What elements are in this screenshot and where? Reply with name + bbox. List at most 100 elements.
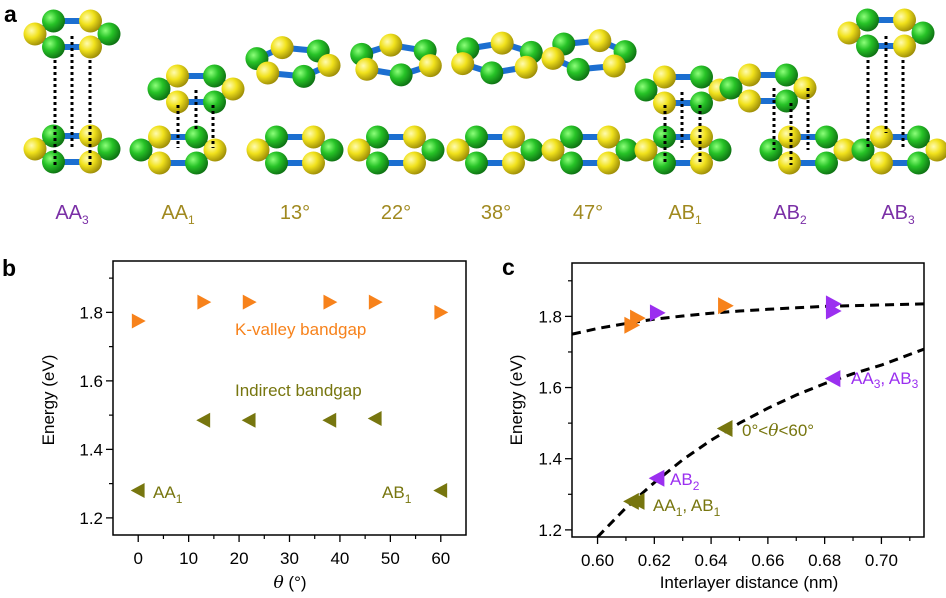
triangle-left-marker (628, 492, 645, 510)
sulfur-atom-green (690, 65, 713, 89)
sulfur-atom-green (759, 138, 783, 162)
sulfur-atom-green (856, 8, 879, 32)
sulfur-atom-green (560, 151, 583, 175)
x-tick-label: 50 (381, 549, 400, 568)
triangle-right-marker (131, 313, 146, 329)
sulfur-atom-green (653, 151, 676, 175)
hexagonal-ring (347, 125, 445, 175)
data-markers (130, 294, 449, 498)
fit-curves (572, 302, 924, 537)
sulfur-atom-green (690, 91, 713, 115)
chart-c: 0.60 0.62 0.64 0.66 0.68 0.70 1.2 1.4 1.6 1.8 Ene… (507, 262, 925, 592)
atom-yellow (302, 151, 325, 175)
atom-yellow (793, 76, 817, 100)
annotation-twist-range: 0°<θ<60° (742, 421, 814, 441)
atom-yellow (602, 54, 626, 78)
x-tick-label: 40 (330, 549, 349, 568)
triangle-left-marker (130, 482, 145, 498)
atom-yellow (79, 35, 102, 59)
sulfur-atom-green (97, 22, 121, 46)
hexagonal-ring (23, 9, 121, 59)
triangle-right-marker (649, 304, 666, 322)
atom-yellow (256, 61, 280, 85)
structure-label: AB2 (773, 202, 807, 227)
atom-yellow (597, 125, 620, 149)
x-tick-label: 60 (431, 549, 450, 568)
x-tick-label: 10 (179, 549, 198, 568)
atom-yellow (870, 151, 893, 175)
atom-yellow (148, 125, 171, 149)
hexagonal-ring (719, 63, 817, 113)
sulfur-atom-green (185, 151, 208, 175)
triangle-left-marker (648, 469, 665, 487)
triangle-right-marker (368, 294, 383, 310)
sulfur-atom-green (465, 125, 488, 149)
x-tick-label: 0.64 (695, 551, 728, 570)
y-axis-label: Energy (eV) (39, 355, 58, 446)
annotation-k-valley: K-valley bandgap (235, 320, 366, 339)
atom-yellow (837, 21, 861, 45)
triangle-right-marker (242, 294, 257, 310)
sulfur-atom-green (856, 34, 879, 58)
triangle-left-marker (196, 412, 211, 428)
annotation-indirect: Indirect bandgap (235, 381, 362, 400)
sulfur-atom-green (42, 35, 65, 59)
panel-a-structures (23, 8, 946, 175)
sulfur-atom-green (320, 138, 344, 162)
structure-label: 13° (280, 202, 310, 224)
y-tick-label: 1.4 (79, 440, 103, 459)
atom-yellow (870, 125, 893, 149)
sulfur-atom-green (147, 77, 171, 101)
annotation-aa1: AA1 (153, 483, 183, 506)
x-axis-label: Interlayer distance (nm) (660, 573, 839, 592)
hexagonal-ring (541, 29, 637, 81)
sulfur-atom-green (815, 125, 838, 149)
triangle-right-marker (197, 294, 212, 310)
structure-label: 22° (381, 202, 411, 224)
x-tick-label: 0.62 (638, 551, 671, 570)
hexagonal-ring (541, 125, 639, 175)
sulfur-atom-green (185, 125, 208, 149)
sulfur-atom-green (634, 78, 658, 102)
sulfur-atom-green (42, 124, 65, 148)
triangle-right-marker (434, 304, 449, 320)
annotation-ab2: AB2 (670, 470, 700, 493)
chart-b: 0 10 20 30 40 50 60 1.2 1.4 1.6 1.8 Energy (eV) θ … (39, 260, 467, 593)
sulfur-atom-green (265, 151, 288, 175)
atom-yellow (347, 138, 371, 162)
atom-yellow (79, 9, 102, 33)
y-tick-label: 1.2 (79, 509, 103, 528)
atom-yellow (203, 138, 227, 162)
sulfur-atom-green (775, 89, 798, 113)
atom-yellow (597, 151, 620, 175)
y-axis-label: Energy (eV) (507, 355, 526, 446)
atom-yellow (23, 22, 47, 46)
triangle-right-marker (825, 302, 842, 320)
sulfur-atom-green (366, 125, 389, 149)
atom-yellow (778, 125, 801, 149)
x-axis-label: θ (°) (273, 573, 306, 593)
sulfur-atom-green (815, 151, 838, 175)
atom-yellow (502, 151, 525, 175)
atom-yellow (893, 34, 916, 58)
atom-yellow (893, 8, 916, 32)
atom-yellow (403, 151, 426, 175)
sulfur-atom-green (129, 138, 153, 162)
atom-yellow (79, 124, 102, 148)
annotation-aa3-ab3: AA3, AB3 (851, 369, 919, 391)
triangle-left-marker (824, 370, 841, 388)
atom-yellow (634, 138, 658, 162)
hexagonal-ring (245, 36, 341, 88)
triangle-left-marker (322, 412, 337, 428)
atom-yellow (221, 77, 245, 101)
dashed-fit-curve (596, 347, 924, 537)
atom-yellow (451, 52, 475, 76)
hexagonal-ring (634, 125, 732, 175)
atom-yellow (690, 151, 713, 175)
sulfur-atom-green (566, 57, 590, 81)
hexagonal-ring (837, 8, 935, 58)
sulfur-atom-green (389, 63, 413, 87)
sulfur-atom-green (421, 138, 445, 162)
triangle-left-marker (716, 419, 733, 437)
